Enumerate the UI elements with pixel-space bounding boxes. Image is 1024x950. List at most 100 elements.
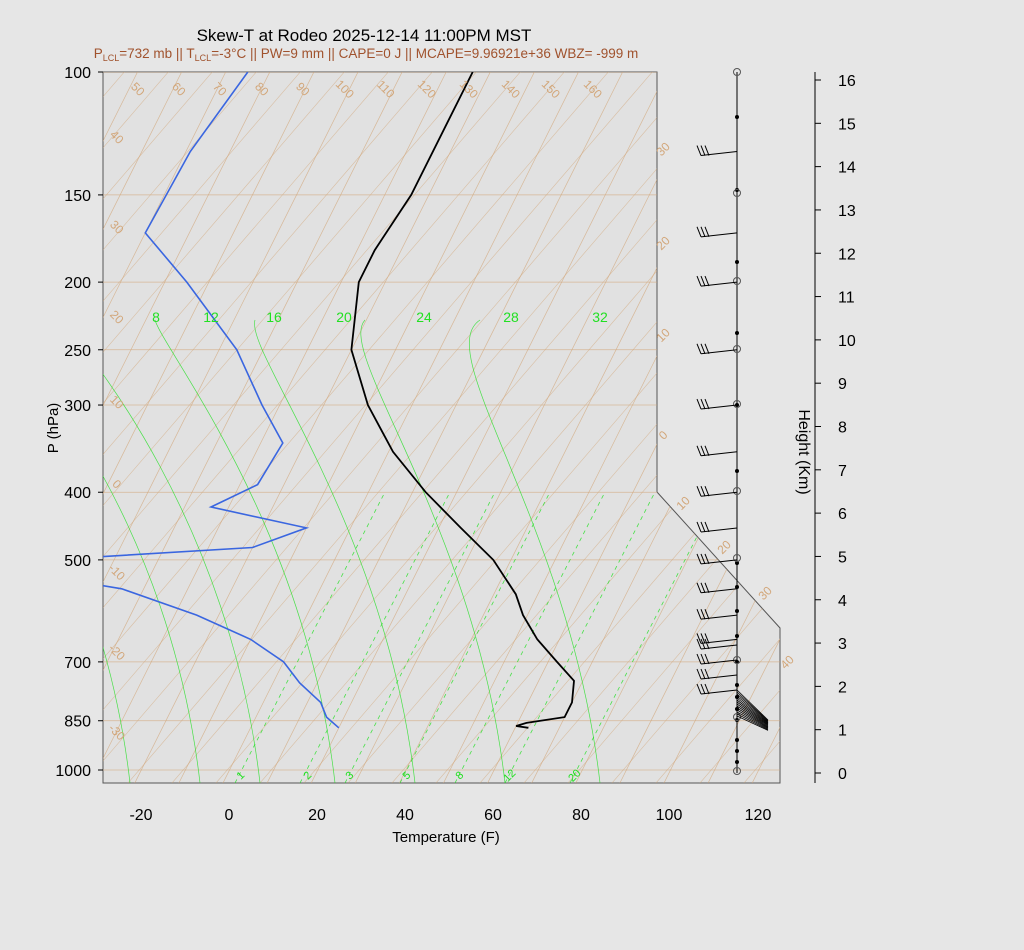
wind-barb [700, 689, 738, 695]
adiabat-line [127, 72, 749, 783]
moist-adiabat-line [469, 319, 601, 783]
isotherm-line [663, 72, 780, 783]
adiabat-line [920, 63, 1024, 783]
mixing-ratio-line [504, 491, 656, 783]
isotherm-line [0, 72, 5, 783]
wind-barb [736, 711, 769, 730]
wind-barb-feather [704, 521, 710, 533]
adiabat-line [103, 72, 573, 783]
wind-circle [733, 487, 741, 495]
wind-circle [733, 68, 741, 76]
mixing-ratio-line [299, 491, 451, 783]
wind-barb-feather [704, 582, 710, 593]
height-tick-label: 0 [838, 766, 847, 783]
wind-barb-feather [704, 668, 710, 680]
mixing-ratio-label: 32 [592, 309, 608, 325]
adiabat-line [103, 72, 661, 783]
height-tick-label: 10 [838, 333, 856, 350]
isotherm-line [266, 72, 623, 783]
wind-barb [700, 638, 738, 644]
wind-barb-feather [696, 145, 702, 156]
wind-barb [700, 451, 738, 457]
wind-barb-feather [696, 633, 702, 644]
wind-barb [700, 232, 738, 238]
wind-barb-feather [704, 653, 710, 665]
wind-barb-feather [700, 521, 706, 533]
mixing-ratio-line [454, 491, 606, 783]
height-tick-label: 5 [838, 549, 847, 566]
isotherm-line [134, 72, 491, 783]
mixing-ratio-label: 16 [266, 309, 282, 325]
wind-barb-feather [700, 582, 706, 593]
wind-barb-feather [704, 683, 710, 695]
wind-dot [735, 760, 739, 764]
isotherm-line [103, 72, 447, 783]
wind-barb-feather [700, 668, 706, 680]
isotherm-line [310, 72, 668, 783]
wind-circle [733, 713, 741, 721]
wind-barb-feather [704, 275, 710, 287]
moist-adiabat-line [0, 320, 60, 783]
wind-barb-feather [700, 683, 706, 695]
wind-barb [700, 559, 738, 565]
adiabat-line [479, 72, 780, 783]
wind-barb-feather [696, 445, 702, 456]
wind-barb [736, 697, 769, 724]
x-axis-label: Temperature (F) [392, 829, 500, 846]
wind-circle [733, 277, 741, 285]
x-tick-label: 40 [396, 807, 414, 824]
adiabat-line [103, 72, 705, 783]
wind-barb-feather [704, 145, 710, 156]
x-tick-label: 80 [572, 807, 590, 824]
wind-barb-feather [700, 145, 706, 156]
isotherm-line [103, 72, 271, 783]
y-tick-label: 100 [64, 65, 91, 82]
wind-barb-feather [704, 608, 710, 620]
height-tick-label: 16 [838, 73, 856, 90]
adiabat-line [1008, 63, 1024, 783]
y-tick-label: 300 [64, 398, 91, 415]
isotherm-line [707, 72, 780, 783]
wind-barb-feather [704, 486, 710, 497]
plot-area [102, 71, 781, 784]
wind-barb [736, 703, 769, 726]
profiles [103, 72, 575, 729]
wind-barb-feather [700, 445, 706, 456]
mixing-ratio-line [569, 491, 721, 783]
wind-barb-feather [696, 343, 702, 354]
x-tick-label: 60 [484, 807, 502, 824]
wind-barb-feather [696, 668, 702, 680]
wind-barb [736, 707, 769, 728]
wind-dot [735, 115, 739, 119]
mixing-ratio-line [344, 491, 496, 783]
x-tick-label: 20 [308, 807, 326, 824]
wind-barb [700, 614, 738, 620]
height-tick-label: 12 [838, 246, 856, 263]
moist-adiabat-line [154, 319, 336, 783]
wind-barb-feather [696, 638, 702, 650]
mixing-ratio-label: 8 [152, 309, 160, 325]
wind-barb-feather [700, 638, 706, 650]
height-tick-label: 3 [838, 636, 847, 653]
adiabat-line [103, 72, 485, 783]
wind-barb-feather [700, 275, 706, 287]
wind-barb [700, 588, 738, 594]
wind-barb-feather [696, 521, 702, 533]
wind-barb [700, 151, 738, 157]
isotherm-label: 20 [714, 537, 734, 557]
wind-dot [735, 585, 739, 589]
wind-dot [735, 403, 739, 407]
wind-barb-feather [700, 226, 706, 238]
adiabat-line [523, 72, 780, 783]
wind-barb-feather [696, 653, 702, 665]
y-tick-label: 850 [64, 714, 91, 731]
isotherm-line [0, 72, 49, 783]
height-tick-label: 9 [838, 376, 847, 393]
adiabat-line [103, 72, 265, 783]
isotherm-line [619, 72, 780, 783]
wind-barb-feather [696, 226, 702, 238]
wind-barb-feather [704, 445, 710, 456]
x-tick-label: 120 [745, 807, 772, 824]
chart-subtitle: PLCL=732 mb || TLCL=-3°C || PW=9 mm || C… [94, 46, 639, 63]
isotherm-line [222, 72, 579, 783]
